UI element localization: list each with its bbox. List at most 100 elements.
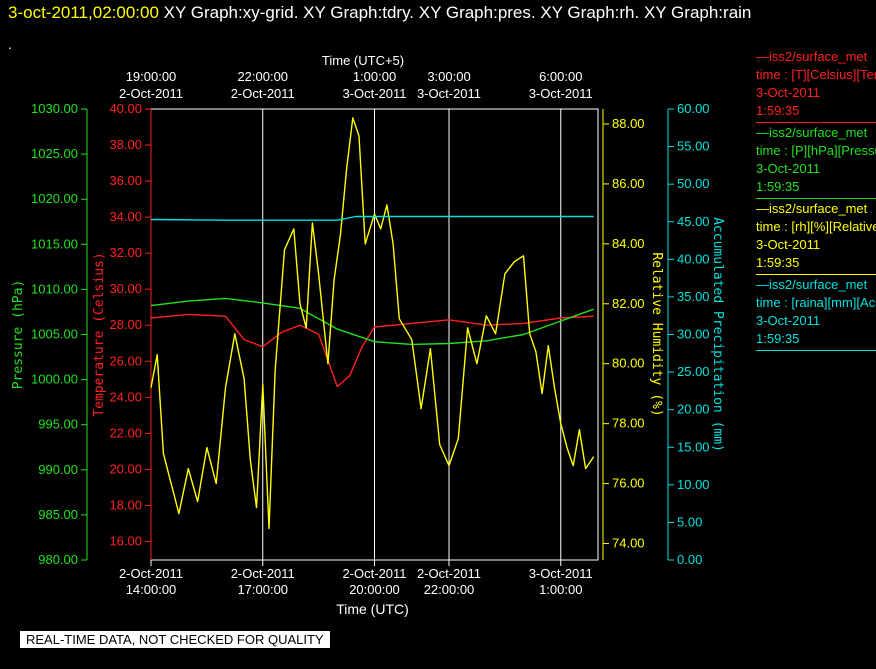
x-tick-label-date: 2-Oct-2011 — [342, 566, 406, 581]
top-tick-label-date: 3-Oct-2011 — [342, 86, 406, 101]
precip-tick-label: 10.00 — [677, 477, 710, 492]
bottom-axis-title: Time (UTC) — [336, 601, 409, 617]
pressure-axis-title: Pressure (hPa) — [11, 280, 26, 390]
legend-time: 1:59:35 — [756, 331, 800, 346]
precip-tick-label: 5.00 — [677, 514, 702, 529]
legend-entry-pressure: —iss2/surface_met time : [P][hPa][Pressu… — [756, 124, 876, 199]
x-tick-label-date: 2-Oct-2011 — [417, 566, 481, 581]
top-tick-label-time: 1:00:00 — [353, 69, 396, 84]
top-tick-label-time: 6:00:00 — [539, 69, 582, 84]
legend-series-name: —iss2/surface_met — [756, 201, 868, 216]
pressure-tick-label: 990.00 — [38, 462, 78, 477]
legend-time: 1:59:35 — [756, 255, 800, 270]
temperature-tick-label: 20.00 — [109, 461, 142, 476]
x-tick-label-date: 2-Oct-2011 — [231, 566, 295, 581]
title-date: 3-oct-2011,02:00:00 — [8, 3, 159, 22]
temperature-tick-label: 18.00 — [109, 497, 142, 512]
top-tick-label-date: 2-Oct-2011 — [231, 86, 295, 101]
top-tick-label-time: 19:00:00 — [126, 69, 177, 84]
title-dot: . — [8, 36, 12, 52]
humidity-tick-label: 74.00 — [612, 536, 645, 551]
x-tick-label-time: 17:00:00 — [237, 582, 288, 597]
top-tick-label-time: 3:00:00 — [427, 69, 470, 84]
precip-tick-label: 55.00 — [677, 139, 710, 154]
legend-series-var: time : [rh][%][Relative — [756, 219, 876, 234]
legend-date: 3-Oct-2011 — [756, 237, 821, 252]
top-axis-title: Time (UTC+5) — [322, 53, 404, 68]
legend-entry-precipitation: —iss2/surface_met time : [raina][mm][Acc… — [756, 276, 876, 351]
temperature-tick-label: 24.00 — [109, 389, 142, 404]
legend-date: 3-Oct-2011 — [756, 313, 821, 328]
x-tick-label-time: 14:00:00 — [126, 582, 177, 597]
humidity-tick-label: 82.00 — [612, 296, 645, 311]
legend-date: 3-Oct-2011 — [756, 85, 821, 100]
humidity-tick-label: 80.00 — [612, 356, 645, 371]
pressure-tick-label: 1020.00 — [31, 191, 78, 206]
legend-date: 3-Oct-2011 — [756, 161, 821, 176]
x-tick-label-date: 2-Oct-2011 — [119, 566, 183, 581]
humidity-axis-title: Relative Humidity (%) — [649, 252, 664, 416]
precip-tick-label: 20.00 — [677, 402, 710, 417]
precip-tick-label: 30.00 — [677, 327, 710, 342]
precipitation-series-line — [150, 215, 594, 221]
temperature-tick-label: 34.00 — [109, 209, 142, 224]
temperature-tick-label: 16.00 — [109, 533, 142, 548]
temperature-tick-label: 38.00 — [109, 137, 142, 152]
precip-tick-label: 25.00 — [677, 364, 710, 379]
precip-tick-label: 60.00 — [677, 101, 710, 116]
temperature-series-line — [150, 313, 594, 388]
legend-series-name: —iss2/surface_met — [756, 277, 868, 292]
x-tick-label-time: 20:00:00 — [349, 582, 400, 597]
temperature-tick-label: 22.00 — [109, 425, 142, 440]
legend-entry-temperature: —iss2/surface_met time : [T][Celsius][Te… — [756, 48, 876, 123]
precip-tick-label: 50.00 — [677, 176, 710, 191]
temperature-tick-label: 40.00 — [109, 101, 142, 116]
humidity-tick-label: 88.00 — [612, 116, 645, 131]
temperature-tick-label: 28.00 — [109, 317, 142, 332]
humidity-tick-label: 84.00 — [612, 236, 645, 251]
precip-axis-title: Accumulated Precipitation (mm) — [710, 217, 725, 452]
temperature-tick-label: 32.00 — [109, 245, 142, 260]
top-tick-label-date: 3-Oct-2011 — [417, 86, 481, 101]
top-tick-label-date: 3-Oct-2011 — [529, 86, 593, 101]
pressure-tick-label: 1000.00 — [31, 372, 78, 387]
pressure-tick-label: 1005.00 — [31, 327, 78, 342]
pressure-tick-label: 1030.00 — [31, 101, 78, 116]
top-tick-label-date: 2-Oct-2011 — [119, 86, 183, 101]
temperature-tick-label: 36.00 — [109, 173, 142, 188]
legend-time: 1:59:35 — [756, 103, 800, 118]
pressure-tick-label: 995.00 — [38, 417, 78, 432]
pressure-tick-label: 1010.00 — [31, 281, 78, 296]
legend-series-name: —iss2/surface_met — [756, 49, 868, 64]
temperature-tick-label: 26.00 — [109, 353, 142, 368]
humidity-tick-label: 76.00 — [612, 476, 645, 491]
humidity-tick-label: 78.00 — [612, 416, 645, 431]
legend-series-name: —iss2/surface_met — [756, 125, 868, 140]
legend-series-var: time : [T][Celsius][Temp — [756, 67, 876, 82]
pressure-tick-label: 1025.00 — [31, 146, 78, 161]
precip-tick-label: 15.00 — [677, 439, 710, 454]
x-tick-label-time: 22:00:00 — [424, 582, 475, 597]
precip-tick-label: 45.00 — [677, 214, 710, 229]
legend-series-var: time : [P][hPa][Pressure — [756, 143, 876, 158]
quality-notice: REAL-TIME DATA, NOT CHECKED FOR QUALITY — [20, 631, 330, 648]
title-graph-list: XY Graph:xy-grid. XY Graph:tdry. XY Grap… — [158, 3, 752, 22]
legend-entry-humidity: —iss2/surface_met time : [rh][%][Relativ… — [756, 200, 876, 275]
precip-tick-label: 0.00 — [677, 552, 702, 567]
top-tick-label-time: 22:00:00 — [237, 69, 288, 84]
precip-tick-label: 40.00 — [677, 251, 710, 266]
humidity-tick-label: 86.00 — [612, 176, 645, 191]
x-tick-label-time: 1:00:00 — [539, 582, 582, 597]
humidity-series-line — [150, 117, 595, 530]
temperature-axis-title: Temperature (Celsius) — [92, 252, 107, 416]
pressure-tick-label: 985.00 — [38, 507, 78, 522]
legend: —iss2/surface_met time : [T][Celsius][Te… — [756, 48, 876, 352]
precip-tick-label: 35.00 — [677, 289, 710, 304]
window-title: 3-oct-2011,02:00:00 XY Graph:xy-grid. XY… — [8, 3, 751, 23]
legend-time: 1:59:35 — [756, 179, 800, 194]
legend-series-var: time : [raina][mm][Accum — [756, 295, 876, 310]
pressure-series-line — [150, 297, 594, 346]
temperature-tick-label: 30.00 — [109, 281, 142, 296]
pressure-tick-label: 980.00 — [38, 552, 78, 567]
